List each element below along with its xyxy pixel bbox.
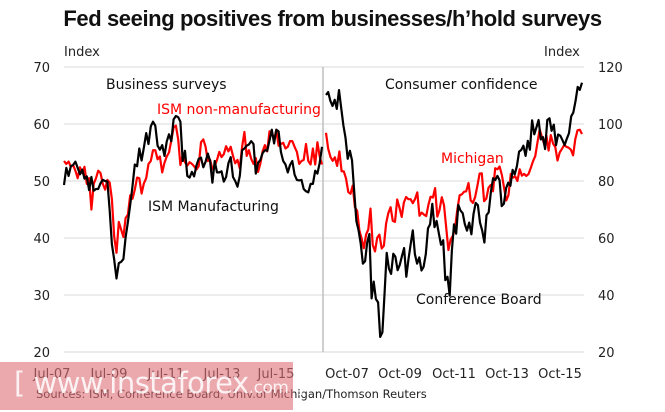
y-tick-label-right: 40 (598, 289, 615, 304)
x-tick-label: Oct-11 (432, 367, 476, 382)
watermark-main: www.instaforex (33, 366, 250, 400)
y-tick-label-left: 60 (33, 118, 50, 133)
x-tick-label: Oct-15 (538, 367, 582, 382)
y-axis-title-right: Index (544, 45, 580, 60)
y-tick-label-left: 40 (33, 232, 50, 247)
watermark-close-bracket: ] (297, 378, 304, 398)
watermark-open-bracket: [ (14, 366, 25, 400)
y-tick-label-right: 120 (598, 61, 623, 76)
y-tick-label-left: 70 (33, 61, 50, 76)
y-tick-label-right: 20 (598, 346, 615, 361)
annotation-ism-non-manufacturing: ISM non-manufacturing (157, 102, 321, 118)
watermark-suffix: .com (248, 378, 289, 398)
y-tick-label-right: 60 (598, 232, 615, 247)
x-tick-label: Oct-09 (378, 367, 422, 382)
chart-title: Fed seeing positives from businesses/h’h… (63, 6, 602, 31)
series-line-ism-manufacturing (62, 114, 324, 280)
gridlines (64, 66, 584, 353)
watermark-box (0, 362, 293, 410)
series-line-conference-board (325, 82, 584, 338)
y-tick-label-left: 50 (33, 175, 50, 190)
annotation-consumer-confidence: Consumer confidence (385, 77, 537, 93)
y-tick-label-left: 20 (33, 346, 50, 361)
y-tick-label-right: 80 (598, 175, 615, 190)
y-tick-label-right: 100 (598, 118, 623, 133)
y-axis-title-left: Index (64, 45, 100, 60)
series-lines (62, 82, 584, 338)
y-ticks-right: 20 40 60 80 100 120 (598, 61, 623, 361)
annotation-conference-board: Conference Board (416, 292, 542, 308)
annotation-ism-manufacturing: ISM Manufacturing (148, 199, 279, 215)
x-tick-label: Oct-07 (325, 367, 369, 382)
watermark-logo: [ www.instaforex.com ] (14, 366, 304, 400)
series-line-ism-non-manufacturing (63, 124, 324, 254)
x-tick-label: Oct-13 (485, 367, 529, 382)
annotation-michigan: Michigan (441, 151, 504, 167)
y-tick-label-left: 30 (33, 289, 50, 304)
annotation-business-surveys: Business surveys (106, 77, 227, 93)
y-ticks-left: 20 30 40 50 60 70 (33, 61, 50, 361)
